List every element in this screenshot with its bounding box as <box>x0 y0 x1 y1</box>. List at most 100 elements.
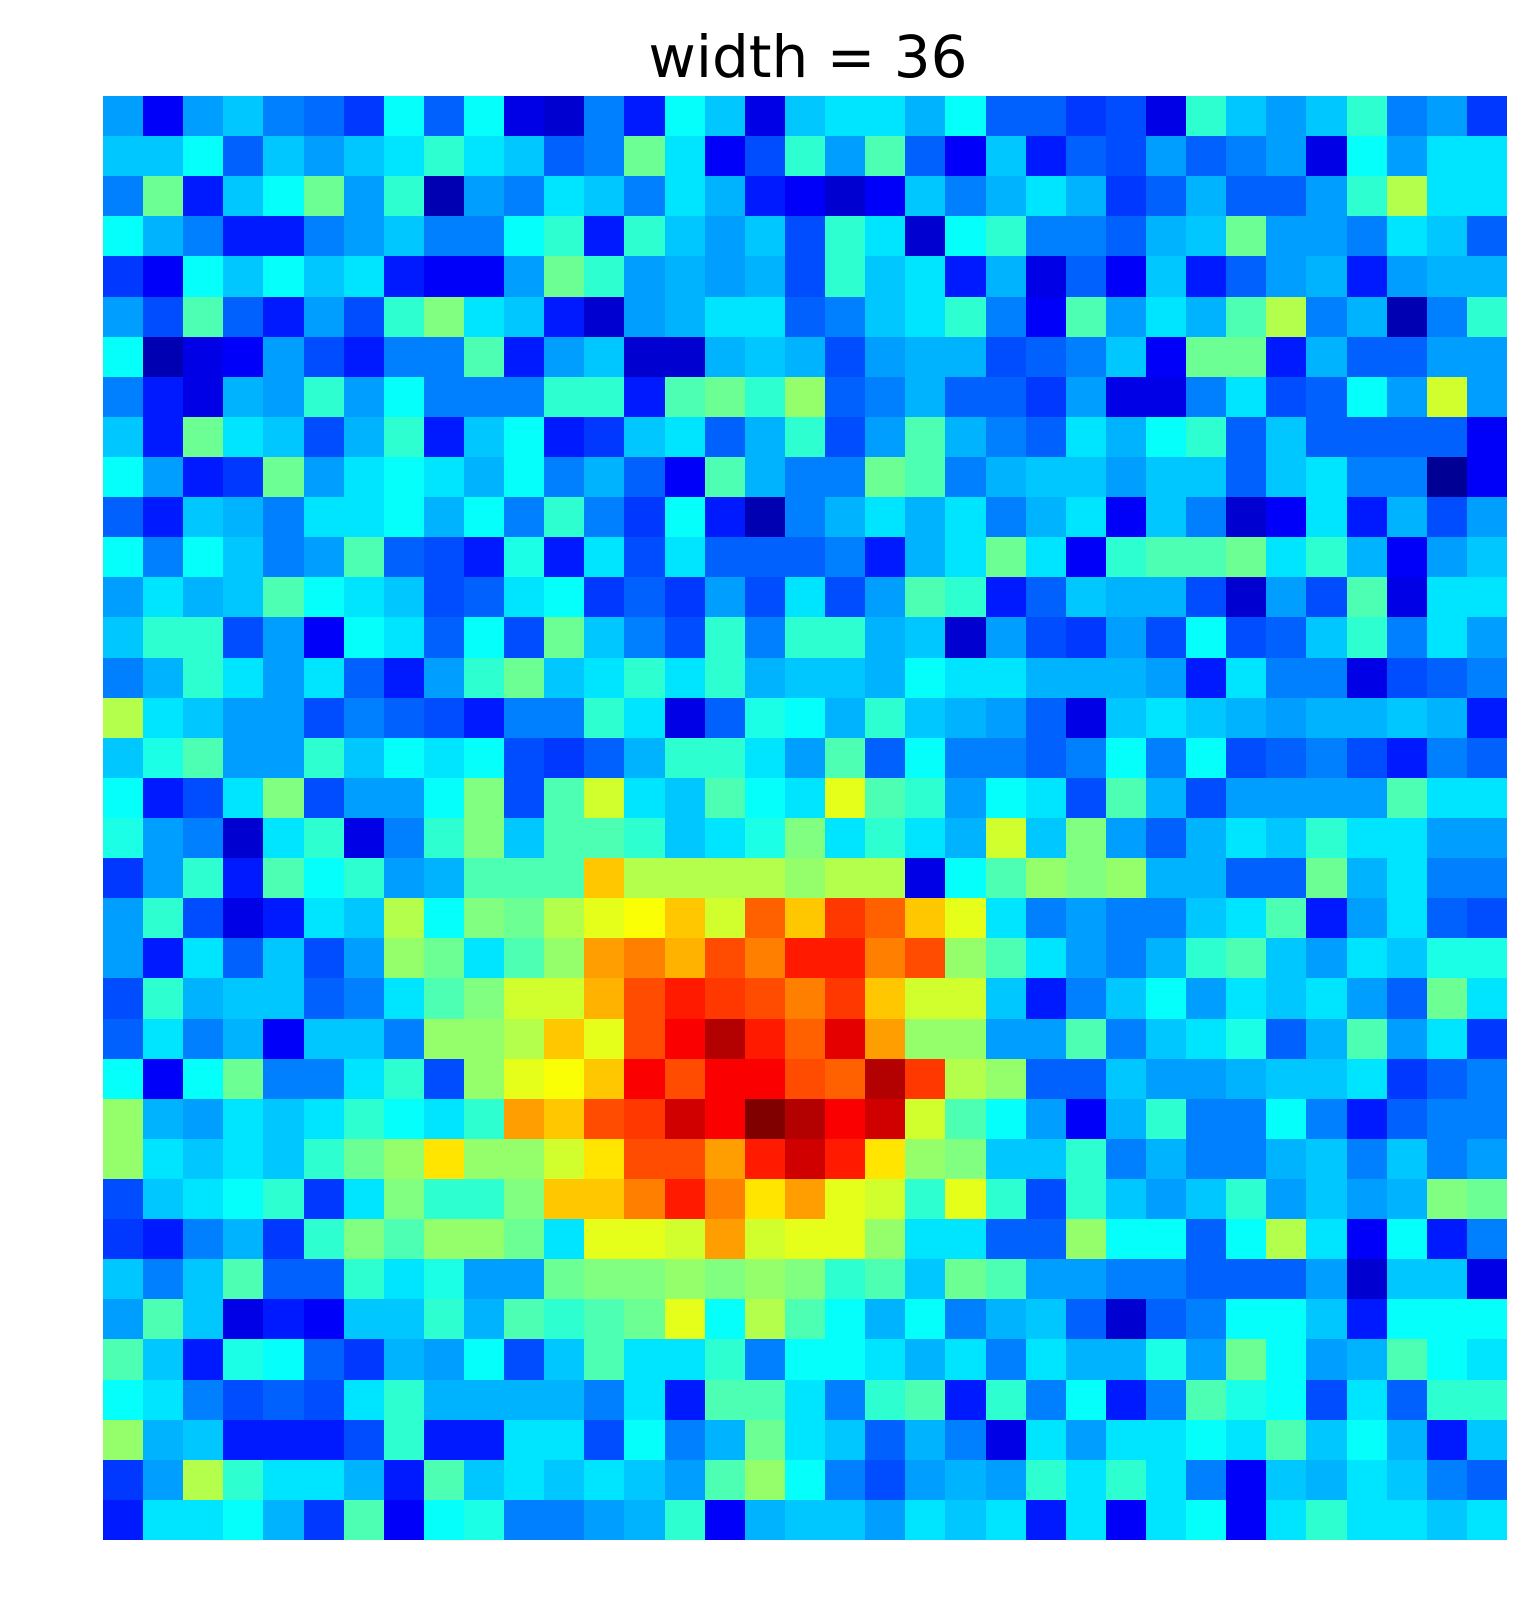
heatmap-cell <box>183 938 223 978</box>
heatmap-cell <box>223 1339 263 1380</box>
heatmap-cell <box>665 658 705 698</box>
heatmap-cell <box>103 1460 143 1500</box>
heatmap-cell <box>665 136 705 176</box>
heatmap-cell <box>1427 1219 1467 1259</box>
heatmap-cell <box>624 457 665 497</box>
heatmap-cell <box>143 1259 183 1299</box>
heatmap-cell <box>304 1139 344 1179</box>
heatmap-cell <box>1266 1059 1306 1099</box>
heatmap-cell <box>785 176 825 216</box>
heatmap-cell <box>1106 1380 1146 1420</box>
heatmap-cell <box>905 1019 945 1059</box>
heatmap-cell <box>1186 1500 1226 1540</box>
heatmap-cell <box>986 938 1026 978</box>
heatmap-cell <box>263 1219 304 1259</box>
heatmap-cell <box>384 96 424 136</box>
heatmap-cell <box>544 898 584 938</box>
heatmap-cell <box>1347 537 1387 577</box>
heatmap-cell <box>1186 1259 1226 1299</box>
heatmap-cell <box>905 1059 945 1099</box>
heatmap-cell <box>1186 1139 1226 1179</box>
heatmap-cell <box>1186 1420 1226 1460</box>
heatmap-cell <box>584 256 624 297</box>
heatmap-cell <box>905 417 945 457</box>
heatmap-cell <box>1427 1059 1467 1099</box>
heatmap-cell <box>705 577 745 617</box>
heatmap-cell <box>304 1460 344 1500</box>
heatmap-cell <box>304 297 344 337</box>
heatmap-cell <box>1347 1219 1387 1259</box>
heatmap-cell <box>584 858 624 898</box>
heatmap-cell <box>1026 898 1066 938</box>
heatmap-cell <box>183 1500 223 1540</box>
heatmap-cell <box>464 497 504 537</box>
heatmap-cell <box>1146 377 1186 417</box>
heatmap-cell <box>1266 738 1306 778</box>
heatmap-cell <box>1146 778 1186 818</box>
heatmap-cell <box>424 1179 464 1219</box>
heatmap-cell <box>1266 1179 1306 1219</box>
heatmap-cell <box>143 1179 183 1219</box>
heatmap-cell <box>665 1299 705 1339</box>
heatmap-cell <box>785 497 825 537</box>
heatmap-cell <box>344 497 384 537</box>
heatmap-cell <box>1066 337 1106 377</box>
heatmap-cell <box>865 96 905 136</box>
heatmap-cell <box>304 818 344 858</box>
heatmap-cell <box>424 457 464 497</box>
heatmap-cell <box>1347 1019 1387 1059</box>
heatmap-cell <box>1186 1019 1226 1059</box>
heatmap-cell <box>263 417 304 457</box>
heatmap-cell <box>263 377 304 417</box>
heatmap-cell <box>1347 297 1387 337</box>
heatmap-cell <box>785 377 825 417</box>
heatmap-cell <box>1226 938 1266 978</box>
heatmap-cell <box>263 1059 304 1099</box>
heatmap-cell <box>223 617 263 658</box>
heatmap-cell <box>785 658 825 698</box>
heatmap-cell <box>1266 1019 1306 1059</box>
heatmap-cell <box>1026 216 1066 256</box>
heatmap-cell <box>1026 537 1066 577</box>
heatmap-cell <box>825 1139 865 1179</box>
heatmap-cell <box>424 1500 464 1540</box>
heatmap-cell <box>865 978 905 1019</box>
heatmap-cell <box>705 978 745 1019</box>
heatmap-cell <box>1186 938 1226 978</box>
heatmap-cell <box>1347 698 1387 738</box>
heatmap-cell <box>1427 256 1467 297</box>
heatmap-cell <box>1427 1259 1467 1299</box>
heatmap-cell <box>1347 1460 1387 1500</box>
heatmap-cell <box>1106 1259 1146 1299</box>
heatmap-cell <box>384 658 424 698</box>
heatmap-cell <box>304 1380 344 1420</box>
heatmap-cell <box>1026 1099 1066 1139</box>
heatmap-cell <box>544 377 584 417</box>
heatmap-cell <box>223 1500 263 1540</box>
heatmap-cell <box>1066 1380 1106 1420</box>
heatmap-cell <box>103 577 143 617</box>
heatmap-cell <box>183 1019 223 1059</box>
heatmap-cell <box>665 1059 705 1099</box>
heatmap-cell <box>544 1380 584 1420</box>
heatmap-cell <box>464 1299 504 1339</box>
heatmap-cell <box>945 1259 986 1299</box>
heatmap-cell <box>905 778 945 818</box>
heatmap-cell <box>865 1500 905 1540</box>
heatmap-cell <box>785 1299 825 1339</box>
heatmap-cell <box>705 297 745 337</box>
heatmap-cell <box>1427 738 1467 778</box>
heatmap-cell <box>504 176 544 216</box>
heatmap-cell <box>1306 938 1347 978</box>
heatmap-cell <box>1306 1059 1347 1099</box>
heatmap-cell <box>785 577 825 617</box>
heatmap-cell <box>103 1259 143 1299</box>
heatmap-cell <box>1467 778 1507 818</box>
heatmap-cell <box>143 1380 183 1420</box>
heatmap-cell <box>1106 457 1146 497</box>
heatmap-cell <box>1387 176 1427 216</box>
heatmap-cell <box>504 1299 544 1339</box>
heatmap-cell <box>1266 216 1306 256</box>
heatmap-cell <box>183 617 223 658</box>
heatmap-cell <box>1427 497 1467 537</box>
